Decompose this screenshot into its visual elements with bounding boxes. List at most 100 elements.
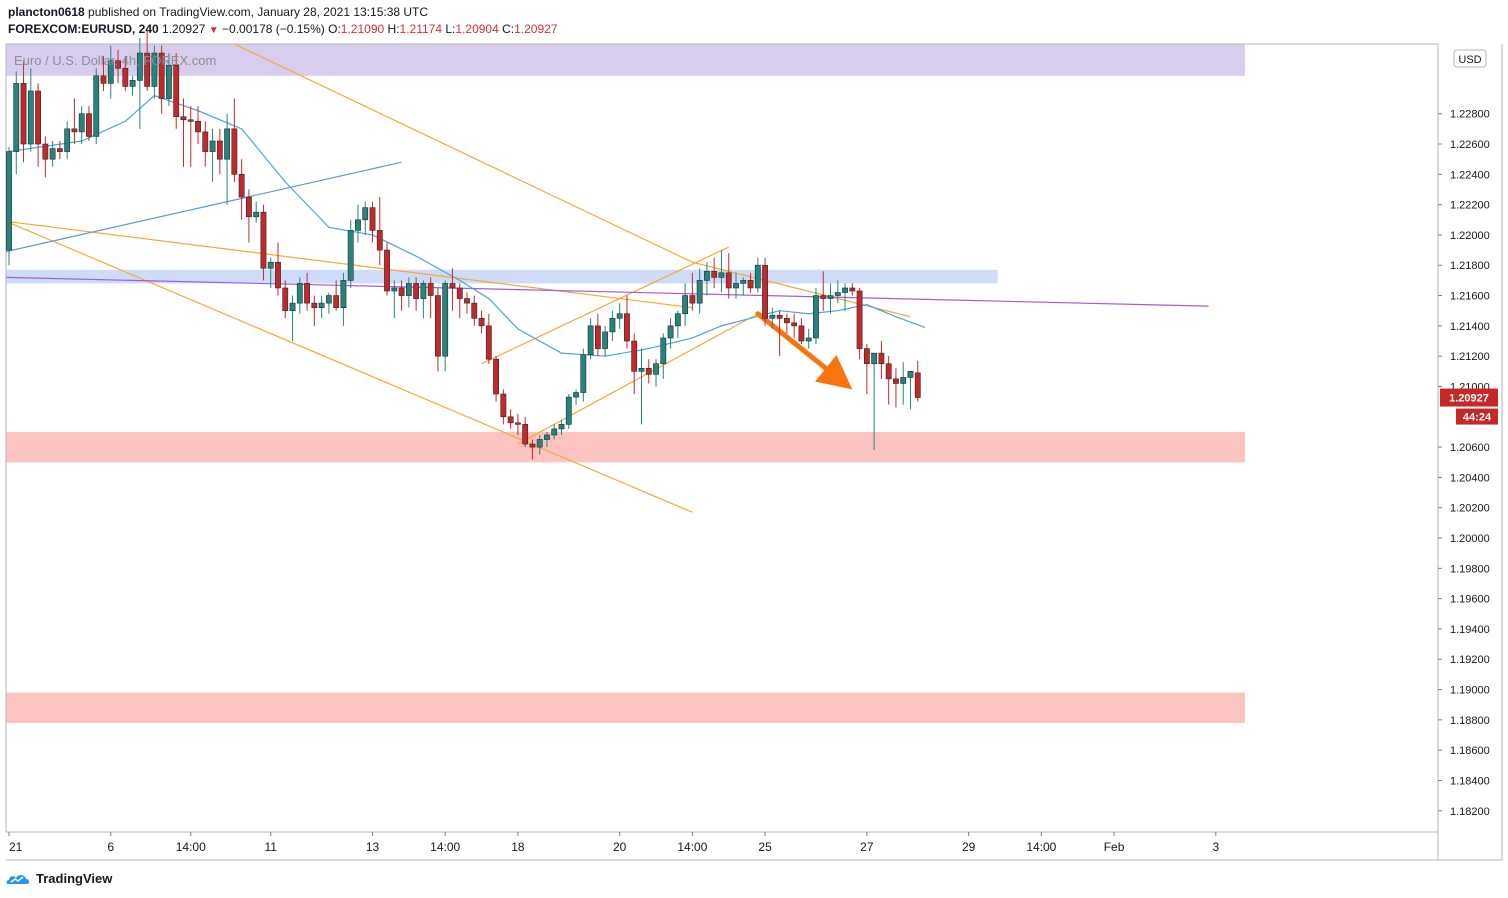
time-axis[interactable]: 21 6 14:00 11 13 14:00 18 20 14:00 25 27 29 14:00 Feb…: [8, 832, 1219, 854]
candle-body: [224, 128, 230, 160]
candle-body: [485, 325, 492, 360]
time-tick-label: Feb: [1104, 840, 1125, 854]
candle-body: [246, 196, 252, 218]
candle-body: [42, 143, 49, 160]
candle-body: [609, 317, 616, 333]
candle-body: [318, 302, 325, 308]
candle-body: [136, 52, 143, 81]
candle-body: [558, 424, 565, 430]
candle-body: [166, 64, 172, 99]
time-tick-label: 14:00: [677, 840, 707, 854]
candle-body: [740, 280, 747, 284]
candle-body: [13, 83, 20, 152]
candle-body: [900, 377, 907, 384]
candle-body: [674, 313, 681, 327]
candle-body: [296, 283, 303, 304]
close-label: C:: [502, 22, 515, 36]
candle-body: [616, 313, 623, 319]
candles-layer: [6, 30, 921, 460]
time-tick-label: 14:00: [430, 840, 460, 854]
candle-body: [536, 439, 543, 448]
candle-body: [355, 219, 361, 231]
price-tick-label: 1.18600: [1450, 745, 1490, 757]
candle-body: [834, 292, 841, 296]
candle-body: [798, 325, 805, 342]
candle-body: [325, 295, 332, 304]
price-tick-label: 1.22400: [1450, 169, 1490, 181]
candle-body: [863, 348, 870, 365]
candle-body: [311, 302, 318, 308]
down-arrow-head: [815, 354, 853, 390]
candle-body: [783, 317, 790, 324]
candle-body: [587, 325, 594, 355]
candle-body: [565, 396, 572, 425]
open-value: 1.21090: [340, 22, 385, 36]
candle-body: [427, 283, 434, 296]
chart-watermark: Euro / U.S. Dollar, 4h, FOREX.com: [14, 53, 216, 68]
time-tick-label: 29: [962, 840, 976, 854]
tradingview-logo-icon: [6, 874, 30, 884]
candle-body: [645, 367, 652, 375]
candle-body: [275, 261, 281, 289]
price-tick-label: 1.19400: [1450, 624, 1490, 636]
candle-body: [180, 116, 187, 121]
author-name[interactable]: plancton0618: [8, 5, 85, 19]
price-tick-label: 1.20400: [1450, 472, 1490, 484]
price-tick-label: 1.19800: [1450, 563, 1490, 575]
candle-body: [631, 340, 638, 372]
candle-body: [893, 378, 899, 384]
candle-body: [173, 64, 180, 118]
candle-body: [522, 424, 529, 445]
candle-body: [762, 264, 768, 319]
candle-body: [733, 283, 739, 289]
price-tick-label: 1.20600: [1450, 442, 1490, 454]
candle-body: [369, 207, 376, 231]
currency-label: USD: [1458, 54, 1481, 66]
footer-brand[interactable]: TradingView: [6, 871, 112, 886]
price-change: −0.00178 (−0.15%): [222, 22, 325, 36]
candle-body: [202, 131, 209, 152]
time-tick-label: 27: [860, 840, 874, 854]
candle-body: [413, 283, 420, 299]
trend-line: [517, 313, 759, 445]
candle-body: [56, 148, 63, 152]
high-label: H:: [387, 22, 400, 36]
candle-body: [115, 60, 121, 69]
trend-line: [5, 161, 402, 253]
candle-body: [711, 271, 718, 278]
candle-body: [260, 211, 267, 269]
close-value: 1.20927: [514, 22, 558, 36]
candle-body: [747, 280, 754, 289]
candle-body: [420, 283, 427, 299]
last-price: 1.20927: [162, 22, 206, 36]
candle-body: [769, 314, 776, 319]
candle-body: [456, 287, 463, 299]
candle-body: [151, 52, 158, 87]
candle-body: [754, 264, 761, 289]
candle-body: [93, 75, 100, 137]
candle-body: [544, 434, 550, 440]
candle-body: [144, 52, 151, 87]
candle-body: [878, 352, 885, 365]
candle-body: [529, 443, 536, 448]
down-arrow-shaft: [755, 311, 829, 371]
candle-body: [282, 287, 289, 312]
down-arrow-icon: ▼: [208, 25, 219, 36]
time-tick-label: 18: [511, 840, 525, 854]
candle-body: [907, 371, 914, 378]
time-tick-label: 14:00: [1026, 840, 1056, 854]
price-tick-label: 1.22600: [1450, 139, 1490, 151]
currency-badge[interactable]: USD: [1453, 49, 1487, 68]
candle-body: [602, 331, 609, 349]
price-tick-label: 1.21200: [1450, 351, 1490, 363]
candle-body: [464, 298, 470, 304]
symbol-label[interactable]: FOREXCOM:EURUSD, 240: [8, 22, 159, 36]
price-tick-label: 1.21800: [1450, 260, 1490, 272]
price-axis[interactable]: 1.22800 1.22600 1.22400 1.22200 1.22000 1.218…: [1438, 109, 1490, 818]
candle-body: [813, 295, 819, 339]
publish-header: plancton0618 published on TradingView.co…: [8, 5, 428, 19]
candle-body: [442, 283, 449, 357]
candle-body: [514, 422, 521, 425]
price-tick-label: 1.22800: [1450, 109, 1490, 121]
